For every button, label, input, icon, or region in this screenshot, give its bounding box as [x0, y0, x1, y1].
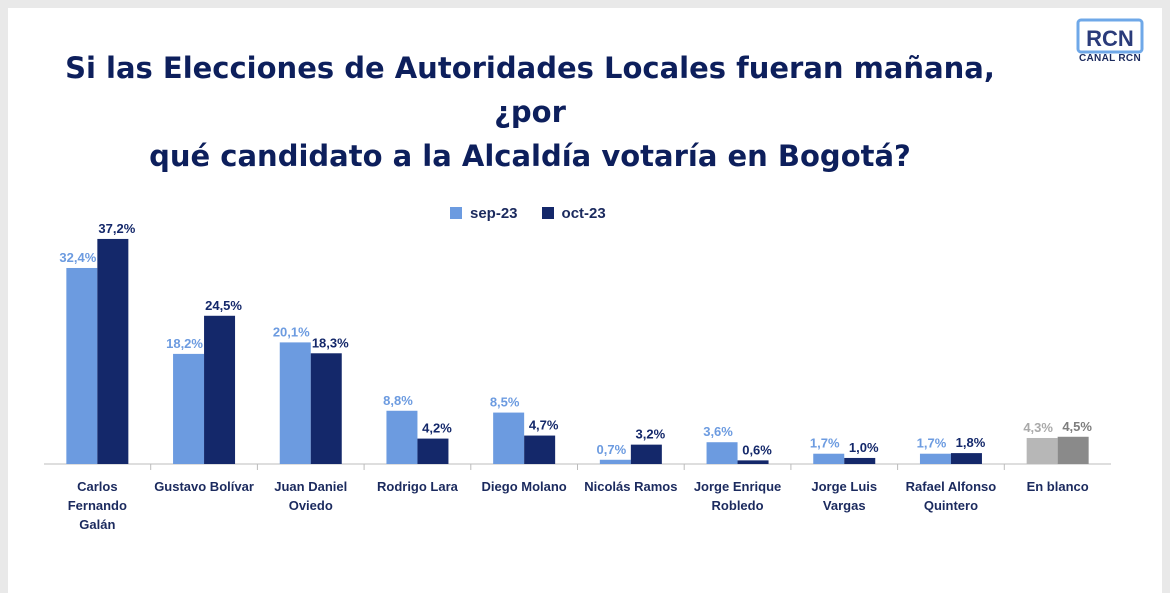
bar-sep: [173, 353, 205, 464]
x-tick-label: En blanco: [1026, 479, 1089, 494]
bar-sep: [493, 412, 525, 464]
data-label-oct: 4,5%: [1062, 419, 1092, 434]
bar-sep: [919, 453, 951, 464]
legend-label-oct: oct-23: [561, 204, 606, 222]
bar-sep: [386, 410, 418, 464]
bar-sep: [279, 342, 311, 464]
data-label-sep: 1,7%: [810, 436, 840, 451]
data-label-sep: 0,7%: [597, 442, 627, 457]
data-label-oct: 37,2%: [98, 221, 135, 236]
bar-sep: [1026, 437, 1058, 464]
legend-swatch-oct: [541, 207, 554, 219]
data-label-oct: 1,0%: [849, 440, 879, 455]
data-label-oct: 18,3%: [312, 335, 349, 350]
bar-sep: [599, 459, 631, 464]
bar-oct: [630, 444, 662, 464]
bar-oct: [1057, 436, 1089, 464]
data-label-sep: 8,8%: [383, 393, 413, 408]
data-label-sep: 4,3%: [1023, 420, 1053, 435]
logo-mark: RCN: [1086, 26, 1134, 51]
data-label-sep: 8,5%: [490, 395, 520, 410]
x-tick-label: Gustavo Bolívar: [154, 479, 254, 494]
chart-legend: sep-23 oct-23: [450, 203, 606, 223]
chart-card: [8, 8, 1162, 593]
data-label-oct: 3,2%: [636, 427, 666, 442]
data-label-oct: 24,5%: [205, 298, 242, 313]
bar-oct: [950, 453, 982, 464]
data-label-sep: 20,1%: [273, 324, 310, 339]
x-tick-label: Juan Daniel Oviedo: [274, 479, 348, 513]
x-tick-label: Rafael Alfonso Quintero: [905, 479, 997, 513]
bar-oct: [97, 238, 129, 464]
data-label-oct: 4,2%: [422, 421, 452, 436]
logo-text: CANAL RCN: [1079, 53, 1141, 64]
bar-sep: [813, 453, 845, 464]
legend-item-sep: sep-23: [450, 205, 518, 222]
bar-oct: [204, 315, 236, 464]
chart-title-line-2: qué candidato a la Alcaldía votaría en B…: [149, 139, 911, 173]
bar-sep: [66, 267, 98, 464]
x-tick-label: Jorge Enrique Robledo: [693, 479, 782, 513]
x-tick-label: Carlos Fernando Galán: [67, 479, 127, 532]
x-tick-label: Jorge Luis Vargas: [811, 479, 878, 513]
x-tick-label: Rodrigo Lara: [376, 479, 458, 494]
legend-swatch-sep: [450, 207, 462, 219]
data-label-sep: 1,7%: [917, 436, 947, 451]
data-label-sep: 18,2%: [166, 336, 203, 351]
bar-oct: [844, 457, 876, 464]
data-label-oct: 0,6%: [742, 442, 772, 457]
legend-label-sep: sep-23: [470, 204, 518, 222]
data-label-oct: 4,7%: [529, 418, 559, 433]
bar-oct: [417, 438, 449, 464]
x-tick-label: Nicolás Ramos: [584, 479, 678, 494]
bar-oct: [310, 353, 342, 464]
bar-oct: [737, 460, 769, 464]
chart-title: Si las Elecciones de Autoridades Locales…: [30, 46, 1030, 178]
data-label-oct: 1,8%: [956, 435, 986, 450]
legend-item-oct: oct-23: [541, 204, 606, 222]
bar-oct: [524, 435, 556, 464]
bar-sep: [706, 442, 738, 464]
canal-rcn-logo: RCN: [1076, 18, 1144, 54]
logo-frame: [1076, 18, 1144, 54]
data-label-sep: 3,6%: [703, 424, 733, 439]
chart-title-line-1: Si las Elecciones de Autoridades Locales…: [65, 51, 995, 129]
data-label-sep: 32,4%: [59, 250, 96, 265]
x-tick-label: Diego Molano: [481, 479, 567, 494]
